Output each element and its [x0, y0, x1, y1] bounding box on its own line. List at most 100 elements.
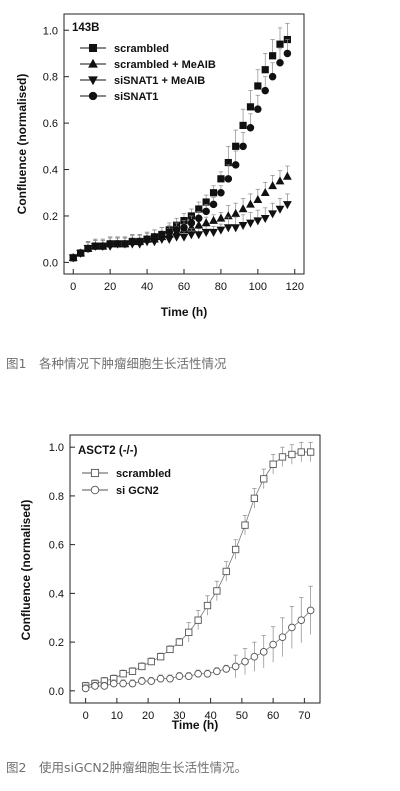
data-point: [166, 645, 174, 654]
data-point: [282, 171, 292, 180]
data-point: [275, 176, 285, 185]
data-point: [194, 616, 202, 624]
y-tick-label: 0.8: [43, 72, 58, 84]
data-point: [172, 233, 182, 242]
x-tick-label: 20: [104, 281, 116, 293]
legend-label: siSNAT1 + MeAIB: [114, 75, 205, 87]
data-point: [278, 633, 287, 642]
series-area: [81, 441, 315, 693]
data-point: [147, 677, 156, 685]
x-tick-label: 120: [286, 281, 304, 293]
data-point: [147, 657, 155, 666]
data-point: [175, 638, 184, 646]
data-point: [84, 244, 92, 253]
data-point: [201, 228, 211, 237]
y-tick-label: 0.4: [43, 165, 58, 177]
data-point: [217, 175, 225, 183]
y-tick-label: 0.6: [49, 540, 64, 552]
y-tick-label: 0.8: [49, 491, 64, 503]
data-point: [201, 218, 211, 227]
y-tick-label: 0.4: [49, 588, 64, 600]
data-point: [203, 601, 212, 610]
data-point: [187, 219, 196, 227]
data-point: [69, 253, 77, 262]
data-point: [172, 226, 181, 234]
data-point: [184, 672, 193, 681]
series-area: [68, 22, 292, 263]
data-point: [121, 240, 129, 248]
data-point: [276, 40, 284, 48]
panel-label: ASCT2 (-/-): [78, 445, 138, 457]
legend-marker: [89, 44, 97, 52]
x-tick-label: 40: [205, 710, 217, 722]
data-point: [175, 672, 184, 681]
x-tick-label: 50: [236, 710, 248, 722]
legend-label: siSNAT1: [114, 91, 158, 103]
data-point: [194, 231, 204, 240]
data-point: [76, 249, 85, 257]
legend-label: scrambled: [114, 43, 169, 55]
chart-asct2: ASCT2 (-/-) 0 10 20 30 40 50 60 70 0.0 0.2 0.4 0.6…: [19, 434, 321, 732]
data-point: [156, 653, 165, 661]
data-point: [128, 237, 137, 246]
data-point: [180, 223, 188, 232]
x-tick-label: 20: [142, 710, 154, 722]
data-point: [260, 187, 270, 197]
y-axis: 0.0 0.2 0.4 0.6 0.8 1.0: [43, 25, 69, 269]
legend: scrambled si GCN2: [82, 468, 171, 497]
data-point: [268, 210, 278, 219]
data-point: [213, 587, 221, 595]
data-point: [253, 217, 263, 226]
data-point: [241, 521, 249, 529]
data-point: [238, 204, 248, 213]
data-point: [138, 662, 146, 671]
x-axis: 0 20 40 60 80 100 120: [70, 269, 304, 293]
data-point: [109, 679, 118, 688]
data-point: [231, 545, 240, 554]
data-point: [282, 201, 292, 210]
x-tick-label: 30: [173, 710, 185, 722]
data-point: [254, 82, 262, 90]
data-point: [231, 208, 241, 217]
data-point: [165, 228, 173, 236]
data-point: [231, 224, 241, 233]
data-point: [246, 103, 255, 111]
panel-label: 143B: [72, 22, 100, 34]
y-tick-label: 1.0: [43, 25, 58, 37]
legend-label: scrambled + MeAIB: [114, 59, 216, 71]
data-point: [150, 233, 159, 241]
data-point: [128, 679, 137, 688]
data-point: [241, 657, 249, 666]
y-tick-label: 0.0: [49, 686, 64, 698]
data-point: [202, 207, 210, 216]
data-point: [186, 231, 196, 240]
series-circle: [69, 39, 292, 262]
y-axis-label: Confluence (normalised): [15, 74, 29, 215]
data-point: [260, 475, 268, 483]
data-point: [259, 648, 268, 656]
data-point: [119, 670, 127, 678]
data-point: [224, 175, 233, 183]
data-point: [213, 667, 221, 676]
data-point: [269, 52, 277, 60]
data-point: [99, 242, 107, 250]
legend-label: scrambled: [116, 468, 171, 480]
data-point: [185, 628, 193, 636]
data-point: [135, 237, 144, 246]
series-open-circle: [81, 585, 315, 693]
data-point: [261, 66, 269, 74]
data-point: [253, 194, 263, 204]
x-tick-label: 60: [178, 281, 190, 293]
data-point: [246, 123, 255, 132]
data-point: [217, 188, 225, 197]
data-point: [276, 58, 284, 67]
data-point: [209, 200, 218, 209]
data-point: [113, 240, 122, 248]
data-point: [239, 142, 247, 151]
x-axis-label: Time (h): [172, 718, 218, 732]
data-point: [268, 72, 277, 81]
data-point: [232, 142, 240, 150]
data-point: [179, 233, 189, 242]
data-point: [254, 105, 262, 113]
figure-1-caption: 图1 各种情况下肿瘤细胞生长活性情况: [6, 356, 227, 371]
